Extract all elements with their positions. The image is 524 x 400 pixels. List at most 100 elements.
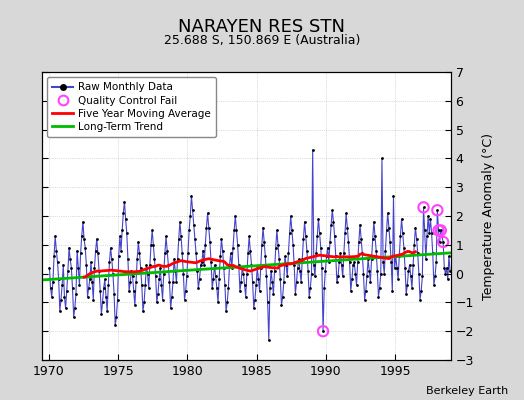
Point — [58, 282, 67, 288]
Point — [150, 256, 159, 262]
Point — [303, 247, 311, 254]
Point — [419, 204, 428, 210]
Point — [261, 253, 269, 260]
Point — [350, 259, 358, 265]
Point — [130, 302, 139, 308]
Point — [67, 265, 75, 271]
Point — [402, 290, 410, 297]
Point — [125, 288, 133, 294]
Point — [340, 250, 348, 257]
Point — [395, 253, 403, 260]
Point — [319, 328, 328, 334]
Point — [441, 270, 450, 277]
Point — [78, 233, 86, 239]
Point — [227, 265, 236, 271]
Point — [359, 270, 368, 277]
Point — [405, 268, 413, 274]
Point — [84, 285, 93, 291]
Point — [446, 268, 454, 274]
Point — [61, 305, 70, 311]
Point — [369, 218, 378, 225]
Point — [318, 265, 326, 271]
Point — [247, 262, 256, 268]
Point — [105, 259, 114, 265]
Point — [329, 218, 337, 225]
Point — [52, 247, 61, 254]
Point — [241, 282, 249, 288]
Point — [278, 294, 287, 300]
Point — [214, 299, 222, 306]
Point — [174, 236, 183, 242]
Point — [216, 253, 224, 260]
Y-axis label: Temperature Anomaly (°C): Temperature Anomaly (°C) — [482, 132, 495, 300]
Point — [187, 193, 195, 199]
Point — [408, 285, 416, 291]
Point — [167, 305, 175, 311]
Point — [96, 288, 104, 294]
Point — [438, 233, 446, 239]
Point — [394, 276, 402, 282]
Point — [155, 276, 163, 282]
Point — [252, 282, 260, 288]
Text: 25.688 S, 150.869 E (Australia): 25.688 S, 150.869 E (Australia) — [164, 34, 360, 47]
Point — [403, 282, 411, 288]
Point — [212, 273, 220, 280]
Point — [99, 299, 107, 306]
Point — [293, 265, 302, 271]
Point — [388, 288, 397, 294]
Point — [363, 273, 371, 280]
Point — [199, 247, 207, 254]
Point — [339, 273, 347, 280]
Point — [127, 268, 136, 274]
Point — [71, 305, 79, 311]
Point — [203, 210, 212, 216]
Point — [144, 270, 152, 277]
Point — [251, 296, 259, 303]
Point — [348, 276, 356, 282]
Point — [274, 242, 282, 248]
Point — [53, 259, 62, 265]
Point — [345, 259, 354, 265]
Point — [126, 279, 135, 286]
Point — [263, 273, 271, 280]
Point — [134, 239, 143, 245]
Point — [60, 294, 69, 300]
Point — [156, 265, 165, 271]
Point — [393, 265, 401, 271]
Point — [406, 262, 414, 268]
Point — [276, 276, 285, 282]
Point — [178, 250, 187, 257]
Point — [280, 279, 288, 286]
Point — [428, 230, 436, 236]
Point — [209, 276, 217, 282]
Point — [407, 273, 415, 280]
Point — [151, 273, 160, 280]
Point — [229, 244, 237, 251]
Point — [410, 242, 419, 248]
Point — [75, 282, 84, 288]
Point — [157, 282, 166, 288]
Text: Berkeley Earth: Berkeley Earth — [426, 386, 508, 396]
Point — [248, 279, 257, 286]
Point — [333, 279, 341, 286]
Point — [413, 250, 422, 257]
Point — [301, 233, 310, 239]
Point — [312, 250, 320, 257]
Point — [47, 285, 55, 291]
Point — [249, 305, 258, 311]
Point — [335, 259, 343, 265]
Point — [111, 322, 119, 329]
Point — [378, 155, 386, 162]
Point — [129, 288, 138, 294]
Point — [140, 299, 148, 306]
Point — [124, 256, 132, 262]
Point — [311, 273, 319, 280]
Point — [232, 227, 241, 234]
Point — [180, 296, 189, 303]
Point — [386, 239, 394, 245]
Point — [266, 285, 274, 291]
Point — [132, 279, 140, 286]
Point — [341, 230, 349, 236]
Point — [417, 288, 425, 294]
Point — [210, 262, 219, 268]
